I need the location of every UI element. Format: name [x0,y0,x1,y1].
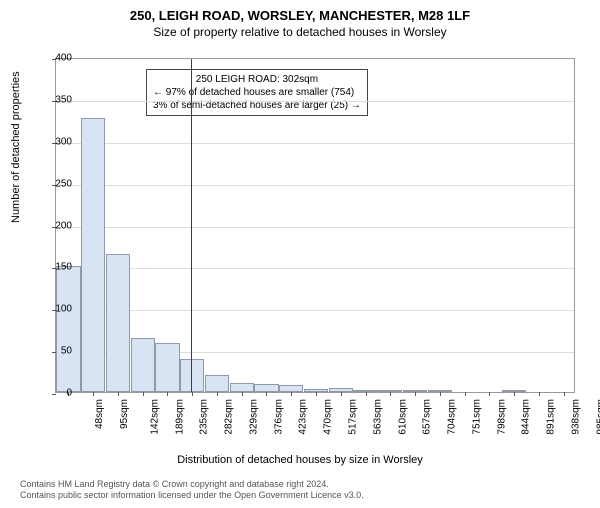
xtick-mark [167,392,168,396]
xtick-label: 938sqm [570,399,581,435]
xtick-mark [440,392,441,396]
xtick-mark [366,392,367,396]
xtick-label: 189sqm [174,399,185,435]
xtick-mark [489,392,490,396]
xtick-label: 235sqm [199,399,210,435]
histogram-bar [180,359,204,393]
xtick-mark [93,392,94,396]
xtick-mark [415,392,416,396]
xtick-label: 610sqm [397,399,408,435]
xtick-label: 844sqm [521,399,532,435]
xtick-label: 142sqm [149,399,160,435]
xtick-mark [465,392,466,396]
chart-container: 250, LEIGH ROAD, WORSLEY, MANCHESTER, M2… [0,8,600,508]
xtick-mark [143,392,144,396]
histogram-bar [230,383,254,392]
xtick-label: 282sqm [224,399,235,435]
xtick-label: 798sqm [496,399,507,435]
footer-line1: Contains HM Land Registry data © Crown c… [20,479,590,491]
ytick-label: 50 [42,346,72,357]
gridline [56,143,574,144]
gridline [56,310,574,311]
xtick-label: 470sqm [323,399,334,435]
annotation-line1: 250 LEIGH ROAD: 302sqm [153,73,361,86]
histogram-bar [254,384,278,392]
xtick-label: 376sqm [273,399,284,435]
histogram-bar [279,385,303,392]
histogram-bar [131,338,155,392]
gridline [56,268,574,269]
xtick-label: 704sqm [447,399,458,435]
gridline [56,101,574,102]
x-axis-label: Distribution of detached houses by size … [0,454,600,466]
gridline [56,227,574,228]
ytick-label: 150 [42,262,72,273]
chart-subtitle: Size of property relative to detached ho… [0,25,600,39]
xtick-mark [539,392,540,396]
footer-attribution: Contains HM Land Registry data © Crown c… [20,479,590,502]
histogram-bar [81,118,105,392]
ytick-label: 300 [42,136,72,147]
ytick-label: 400 [42,53,72,64]
xtick-mark [390,392,391,396]
ytick-label: 350 [42,94,72,105]
histogram-bar [205,375,229,392]
xtick-mark [266,392,267,396]
histogram-bar [106,254,130,392]
xtick-mark [291,392,292,396]
histogram-bar [155,343,179,392]
ytick-label: 250 [42,178,72,189]
xtick-label: 329sqm [249,399,260,435]
xtick-label: 517sqm [348,399,359,435]
xtick-mark [564,392,565,396]
xtick-label: 891sqm [546,399,557,435]
xtick-label: 657sqm [422,399,433,435]
ytick-label: 200 [42,220,72,231]
chart-title: 250, LEIGH ROAD, WORSLEY, MANCHESTER, M2… [0,8,600,23]
xtick-mark [217,392,218,396]
y-axis-label: Number of detached properties [10,71,22,223]
footer-line2: Contains public sector information licen… [20,490,590,502]
xtick-mark [514,392,515,396]
annotation-box: 250 LEIGH ROAD: 302sqm ← 97% of detached… [146,69,368,116]
xtick-label: 751sqm [471,399,482,435]
histogram-bar [56,266,80,392]
xtick-label: 423sqm [298,399,309,435]
annotation-line2: ← 97% of detached houses are smaller (75… [153,86,361,99]
xtick-label: 95sqm [119,399,130,429]
chart-plot-area: 250 LEIGH ROAD: 302sqm ← 97% of detached… [55,58,575,393]
xtick-mark [341,392,342,396]
xtick-mark [242,392,243,396]
xtick-label: 48sqm [94,399,105,429]
ytick-label: 0 [42,388,72,399]
xtick-label: 563sqm [372,399,383,435]
marker-line [191,59,192,392]
xtick-label: 985sqm [595,399,600,435]
xtick-mark [192,392,193,396]
ytick-label: 100 [42,304,72,315]
xtick-mark [316,392,317,396]
xtick-mark [118,392,119,396]
gridline [56,185,574,186]
